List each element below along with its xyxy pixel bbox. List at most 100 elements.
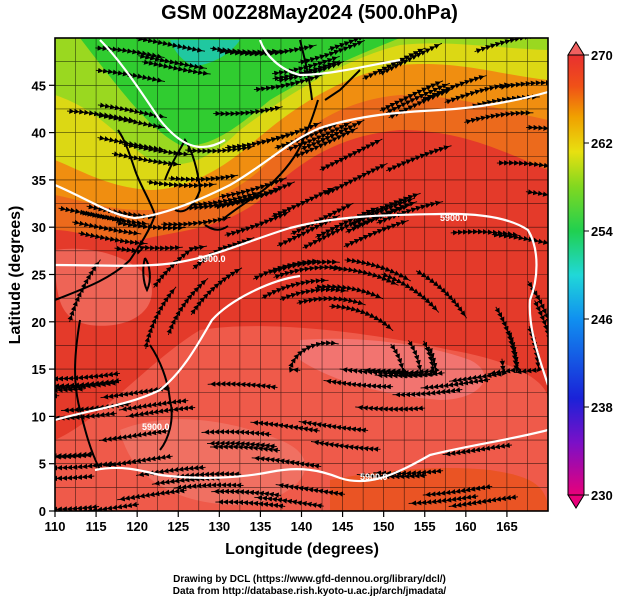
height-contours <box>55 39 548 483</box>
streamline <box>118 398 189 412</box>
y-tick-label: 10 <box>32 409 46 424</box>
streamline <box>97 102 167 119</box>
contour-5900-south <box>94 428 548 483</box>
streamline <box>374 370 445 379</box>
streamline <box>55 452 94 460</box>
x-tick-label: 135 <box>250 519 272 534</box>
x-axis-ticks: 110 115 120 125 130 135 140 145 150 155 160 165 <box>45 511 518 534</box>
streamline <box>173 482 244 491</box>
streamline <box>97 135 167 152</box>
streamline <box>271 186 336 219</box>
y-tick-label: 45 <box>32 78 46 93</box>
colorbar: 270 262 254 246 238 230 <box>567 41 613 509</box>
contour-north-3 <box>258 39 401 77</box>
contour-5900-west <box>55 274 301 422</box>
streamline <box>356 472 427 480</box>
x-axis-label: Longitude (degrees) <box>225 541 379 558</box>
contour-north-2 <box>99 39 226 149</box>
streamline <box>275 482 346 497</box>
streamline <box>355 404 426 412</box>
x-tick-label: 115 <box>86 519 107 534</box>
map-grid <box>54 37 549 512</box>
contour-5900-north <box>55 212 548 386</box>
streamline <box>201 429 272 437</box>
y-tick-label: 20 <box>32 315 46 330</box>
streamline <box>314 283 384 300</box>
streamline <box>55 378 122 389</box>
coast-luzon <box>149 344 173 451</box>
x-tick-label: 145 <box>332 519 354 534</box>
streamline <box>496 160 548 171</box>
streamline <box>362 47 426 81</box>
contour-north-1 <box>55 90 548 220</box>
x-tick-label: 125 <box>167 519 189 534</box>
streamline <box>117 487 187 502</box>
streamline <box>136 38 206 53</box>
y-tick-label: 5 <box>39 457 46 472</box>
x-tick-label: 150 <box>373 519 395 534</box>
streamline <box>103 453 173 468</box>
streamline <box>298 419 369 433</box>
streamline <box>215 499 286 509</box>
streamline <box>225 132 294 151</box>
streamline <box>415 269 467 319</box>
coast-kyushu <box>204 224 229 231</box>
streamline <box>288 340 339 373</box>
streamline <box>261 277 329 300</box>
y-tick-label: 40 <box>32 126 46 141</box>
streamline <box>168 173 239 183</box>
streamline <box>55 473 95 482</box>
streamline <box>98 428 169 443</box>
streamline <box>111 151 182 167</box>
streamline <box>211 488 282 498</box>
y-axis-label: Latitude (degrees) <box>7 206 24 345</box>
y-tick-label: 30 <box>32 220 46 235</box>
streamline <box>95 67 165 83</box>
streamline <box>146 179 217 189</box>
y-axis-ticks: 0 5 10 15 20 25 30 35 40 45 <box>32 78 55 519</box>
streamline <box>254 495 324 509</box>
contour-label: 5900.0 <box>198 254 226 264</box>
contour-label: 5900.0 <box>142 422 170 432</box>
streamline <box>136 464 206 477</box>
streamline <box>525 189 548 206</box>
streamline <box>55 460 115 471</box>
colorbar-top-cap <box>567 41 585 56</box>
x-tick-label: 165 <box>496 519 518 534</box>
streamline <box>252 258 321 281</box>
streamline <box>355 192 421 222</box>
streamline <box>55 389 60 399</box>
colorbar-bottom-cap <box>567 494 585 509</box>
streamline <box>474 38 540 54</box>
colorbar-tick-label: 254 <box>591 224 613 239</box>
coast-kuril <box>324 69 361 101</box>
streamline <box>251 455 322 469</box>
x-tick-label: 160 <box>455 519 477 534</box>
streamline <box>464 110 534 125</box>
y-tick-label: 15 <box>32 362 46 377</box>
x-tick-label: 120 <box>126 519 148 534</box>
streamline <box>310 439 381 452</box>
streamline <box>408 493 479 506</box>
x-tick-label: 140 <box>291 519 313 534</box>
colorbar-tick-label: 230 <box>591 488 613 503</box>
credit-line-dcl: Drawing by DCL (https://www.gfd-dennou.o… <box>173 574 446 585</box>
streamline <box>219 177 287 200</box>
streamline <box>71 501 140 511</box>
colorbar-tick-label: 246 <box>591 312 613 327</box>
streamline <box>319 138 383 172</box>
streamline <box>329 303 394 332</box>
streamline <box>442 442 512 457</box>
streamline <box>224 210 291 238</box>
contour-label: 5900.0 <box>440 213 468 223</box>
credits: Drawing by DCL (https://www.gfd-dennou.o… <box>0 574 619 598</box>
contour-labels: 5900.0 5900.0 5900.0 5900.0 <box>142 213 468 482</box>
y-tick-label: 25 <box>32 268 46 283</box>
streamline <box>323 378 394 390</box>
x-tick-label: 130 <box>208 519 230 534</box>
colorbar-frame <box>567 54 585 496</box>
coast-vietnam <box>74 319 101 471</box>
coast-japan <box>221 99 319 221</box>
